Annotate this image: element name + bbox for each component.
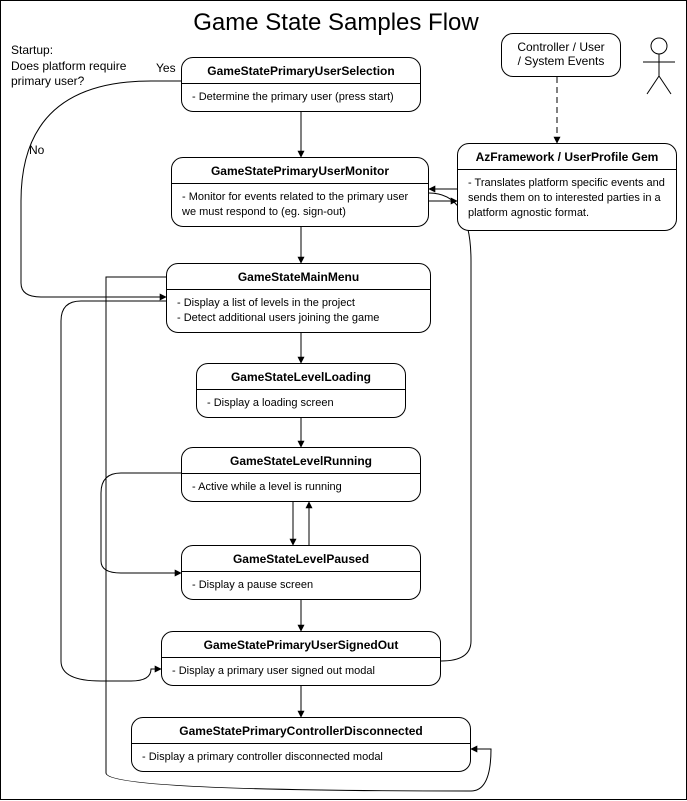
edge <box>101 473 181 573</box>
node-body: - Monitor for events related to the prim… <box>172 184 428 226</box>
node-title: AzFramework / UserProfile Gem <box>458 144 676 170</box>
node-title: GameStatePrimaryUserMonitor <box>172 158 428 184</box>
node-main-menu: GameStateMainMenu- Display a list of lev… <box>166 263 431 333</box>
actor-icon <box>641 36 677 96</box>
node-level-paused: GameStateLevelPaused- Display a pause sc… <box>181 545 421 600</box>
node-body: - Display a primary user signed out moda… <box>162 658 440 685</box>
node-title: GameStateLevelLoading <box>197 364 405 390</box>
node-title: GameStatePrimaryUserSignedOut <box>162 632 440 658</box>
node-body: - Display a list of levels in the projec… <box>167 290 430 332</box>
node-primary-user-monitor: GameStatePrimaryUserMonitor- Monitor for… <box>171 157 429 227</box>
node-body: - Display a pause screen <box>182 572 420 599</box>
node-title: GameStateLevelRunning <box>182 448 420 474</box>
node-body: - Display a loading screen <box>197 390 405 417</box>
no-label: No <box>29 143 44 159</box>
diagram-canvas: Game State Samples Flow Startup:Does pla… <box>0 0 687 800</box>
node-body: - Determine the primary user (press star… <box>182 84 420 111</box>
node-level-running: GameStateLevelRunning- Active while a le… <box>181 447 421 502</box>
node-body: - Display a primary controller disconnec… <box>132 744 470 771</box>
node-title: GameStateLevelPaused <box>182 546 420 572</box>
node-title: GameStatePrimaryControllerDisconnected <box>132 718 470 744</box>
node-controller-events: Controller / User/ System Events <box>501 33 621 77</box>
node-az-framework: AzFramework / UserProfile Gem- Translate… <box>457 143 677 231</box>
diagram-title: Game State Samples Flow <box>161 9 511 37</box>
edge <box>429 193 471 661</box>
node-primary-user-selection: GameStatePrimaryUserSelection- Determine… <box>181 57 421 112</box>
node-body: - Active while a level is running <box>182 474 420 501</box>
node-signed-out: GameStatePrimaryUserSignedOut- Display a… <box>161 631 441 686</box>
yes-label: Yes <box>156 61 176 77</box>
node-title: GameStatePrimaryUserSelection <box>182 58 420 84</box>
edge <box>61 301 166 681</box>
edge <box>21 81 181 297</box>
node-title: Controller / User/ System Events <box>502 34 620 74</box>
node-controller-disconnected: GameStatePrimaryControllerDisconnected- … <box>131 717 471 772</box>
edge <box>106 277 491 791</box>
startup-label: Startup:Does platform requireprimary use… <box>11 43 141 90</box>
node-title: GameStateMainMenu <box>167 264 430 290</box>
node-body: - Translates platform specific events an… <box>458 170 676 227</box>
node-level-loading: GameStateLevelLoading- Display a loading… <box>196 363 406 418</box>
